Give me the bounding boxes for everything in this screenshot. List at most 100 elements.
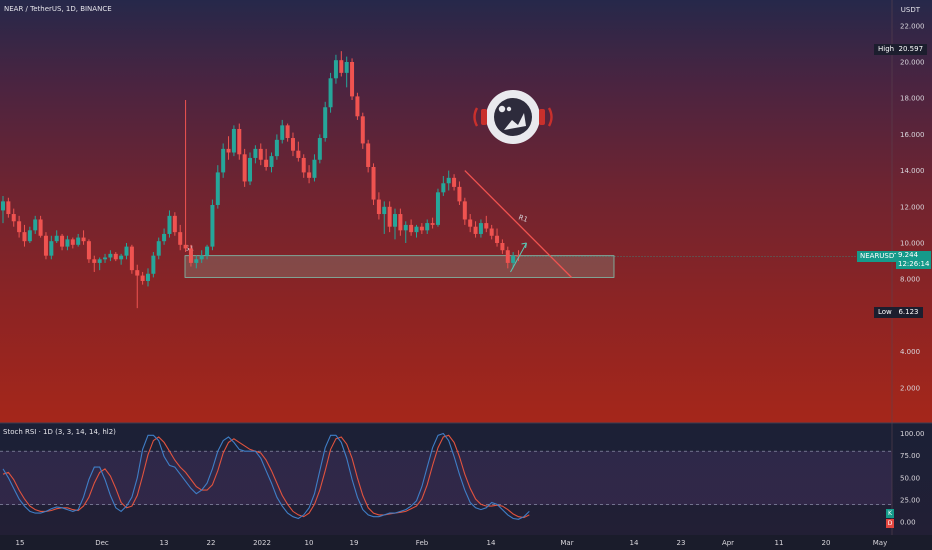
candle-body [43,235,48,256]
candle-body [376,199,381,215]
candle [323,101,328,142]
candle-body [151,255,156,274]
candle-body [178,232,183,245]
candle [441,176,446,196]
candle-body [350,62,355,97]
rsi-tick-label: 0.00 [900,519,916,527]
candle [140,271,145,285]
candle [17,215,22,238]
candle [76,233,81,247]
time-tick-label: 19 [350,539,359,547]
candle [178,224,183,251]
k-tag: K [886,509,894,518]
candle [403,221,408,243]
candle-body [393,214,398,227]
candle [409,219,414,236]
candle-body [231,128,236,153]
candle-body [430,223,435,225]
candle-body [242,154,247,182]
candle-body [108,253,113,258]
candle [344,56,349,88]
low-value: 6.123 [898,308,919,316]
candle [280,119,285,144]
candle [419,223,424,234]
candle-body [33,219,38,231]
candle [27,226,32,243]
candle-body [484,223,489,229]
price-tick-label: 20.000 [900,59,925,67]
candle [328,72,333,113]
candle [258,143,263,166]
candle [231,125,236,157]
candle [360,112,365,149]
candle-body [269,156,274,167]
candle [500,239,505,254]
candle [457,181,462,205]
time-tick-label: 2022 [253,539,271,547]
candle [296,141,301,162]
low-label: Low 6.123 [874,307,923,318]
time-tick-label: Mar [560,539,573,547]
candle-body [473,226,478,234]
candle [156,237,161,260]
candle-body [183,244,188,249]
candle [221,143,226,178]
candle [301,154,306,178]
time-tick-label: 15 [16,539,25,547]
candle [264,148,269,171]
time-tick-label: Apr [722,539,734,547]
candle-body [511,255,516,263]
candle-body [382,206,387,215]
countdown: 12:26:14 [898,260,930,268]
candle [253,145,258,164]
candle-body [81,237,86,242]
candle-body [274,139,279,157]
candle [113,252,118,262]
time-tick-label: Dec [95,539,109,547]
price-tick-label: 10.000 [900,240,925,248]
time-axis-bg [0,535,932,550]
candle-body [312,159,317,178]
candle [446,170,451,191]
candle [81,230,86,245]
candle-body [371,166,376,200]
candle [242,148,247,187]
candle [382,201,387,234]
candle [215,165,220,209]
candle [516,250,521,262]
candle [333,54,338,84]
time-tick-label: 14 [630,539,639,547]
candle-body [103,257,108,260]
candle [97,257,102,271]
candle [350,58,355,101]
astronaut-logo-icon [473,90,553,144]
candle-body [210,204,215,247]
chart-title: NEAR / TetherUS, 1D, BINANCE [4,5,112,13]
candle-body [489,228,494,236]
candle [167,210,172,238]
candle-body [11,214,16,222]
candle [484,215,489,233]
candle [124,243,129,260]
candle [43,232,48,260]
currency-label: USDT [900,6,920,14]
candle [237,123,242,160]
candle-body [290,138,295,151]
candle-body [317,138,322,160]
symbol-tag: NEARUSDT [857,251,902,262]
candle-body [22,232,27,242]
candle-body [360,116,365,144]
candle [60,233,65,251]
candle [65,235,70,251]
candle [398,208,403,236]
time-tick-label: 13 [160,539,169,547]
candle-body [323,107,328,139]
candle [473,221,478,238]
price-tick-label: 2.000 [900,384,920,392]
candle [33,215,38,234]
candle [393,208,398,240]
price-tick-label: 16.000 [900,131,925,139]
candle [119,253,124,265]
candle [478,219,483,238]
